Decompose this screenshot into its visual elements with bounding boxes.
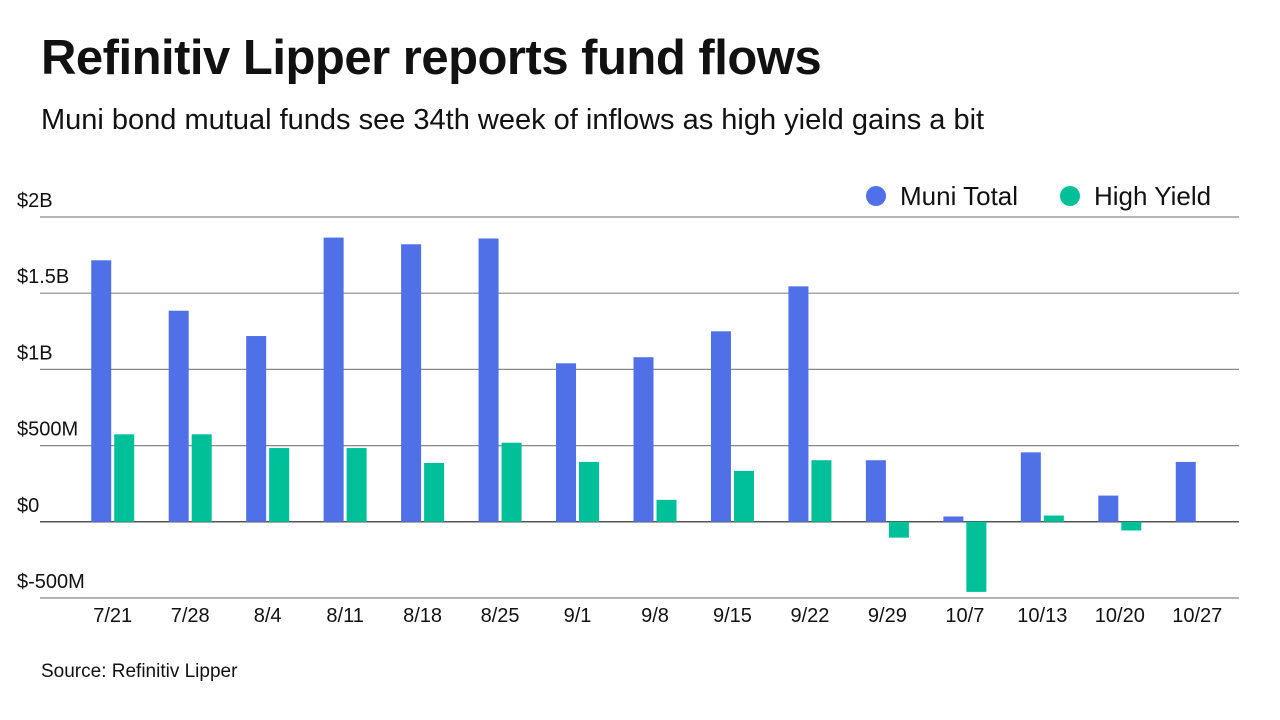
bar-high-yield	[579, 461, 600, 522]
bar-high-yield	[501, 442, 522, 522]
bar-high-yield	[966, 521, 987, 592]
legend: Muni Total High Yield	[866, 181, 1211, 211]
bar-muni-total	[168, 310, 189, 522]
bar-muni-total	[865, 460, 886, 522]
legend-marker-muni-total	[866, 186, 886, 206]
x-tick-label: 9/8	[641, 605, 669, 627]
bar-high-yield	[269, 448, 290, 522]
bar-muni-total	[246, 336, 267, 522]
bar-high-yield	[1043, 515, 1064, 522]
bar-high-yield	[656, 499, 677, 522]
y-tick-label: $0	[17, 495, 39, 517]
bar-muni-total	[556, 363, 577, 522]
bar-muni-total	[1020, 452, 1041, 522]
chart-subtitle: Muni bond mutual funds see 34th week of …	[41, 104, 985, 136]
legend-label-high-yield: High Yield	[1094, 181, 1211, 211]
legend-label-muni-total: Muni Total	[900, 181, 1018, 211]
x-tick-label: 9/22	[790, 605, 829, 627]
bars	[91, 237, 1196, 592]
bar-muni-total	[91, 260, 112, 522]
x-tick-label: 9/1	[564, 605, 592, 627]
bar-high-yield	[1121, 521, 1142, 531]
x-tick-label: 10/20	[1095, 605, 1145, 627]
x-tick-label: 8/11	[326, 605, 363, 627]
bar-muni-total	[401, 244, 422, 522]
bar-high-yield	[733, 470, 754, 522]
bar-muni-total	[323, 237, 344, 522]
x-axis: 7/21 7/28 8/4 8/11 8/18 8/25 9/1 9/8 9/15 9/22 9/2…	[93, 605, 1222, 627]
bar-muni-total	[1098, 495, 1119, 522]
x-tick-label: 8/25	[481, 605, 520, 627]
x-tick-label: 7/21	[93, 605, 132, 627]
y-tick-label: $1.5B	[17, 266, 69, 288]
bar-muni-total	[943, 516, 964, 522]
x-tick-label: 7/28	[171, 605, 210, 627]
bar-high-yield	[888, 521, 909, 538]
x-tick-label: 8/18	[403, 605, 442, 627]
y-tick-label: $1B	[17, 342, 53, 364]
chart-title: Refinitiv Lipper reports fund flows	[41, 31, 822, 85]
source-note: Source: Refinitiv Lipper	[41, 661, 238, 682]
bar-muni-total	[788, 286, 809, 522]
bar-high-yield	[114, 434, 135, 522]
x-tick-label: 10/7	[945, 605, 984, 627]
x-tick-label: 9/29	[868, 605, 907, 627]
y-tick-label: $500M	[17, 419, 78, 441]
legend-marker-high-yield	[1060, 186, 1080, 206]
bar-high-yield	[811, 460, 832, 522]
bar-muni-total	[478, 238, 499, 522]
x-tick-label: 10/27	[1172, 605, 1222, 627]
bar-high-yield	[346, 448, 367, 522]
y-axis: $-500M $0 $500M $1B $1.5B $2B	[17, 190, 85, 593]
x-tick-label: 9/15	[713, 605, 752, 627]
x-tick-label: 10/13	[1017, 605, 1067, 627]
bar-muni-total	[710, 331, 731, 522]
bar-high-yield	[191, 434, 212, 522]
x-tick-label: 8/4	[254, 605, 282, 627]
bar-high-yield	[424, 462, 445, 522]
y-tick-label: $-500M	[17, 571, 85, 593]
bar-muni-total	[1175, 461, 1196, 522]
y-tick-label: $2B	[17, 190, 53, 212]
bar-muni-total	[633, 357, 654, 522]
